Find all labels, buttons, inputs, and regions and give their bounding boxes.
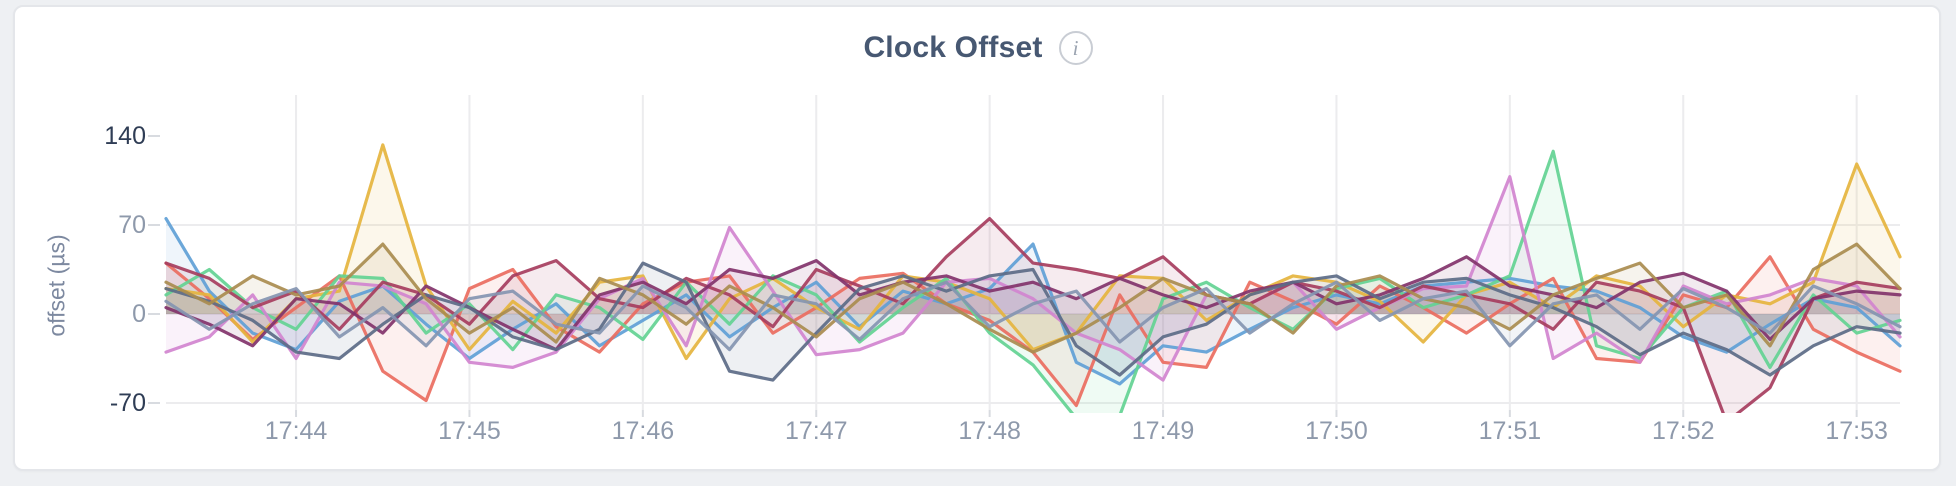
x-tick-label: 17:47 xyxy=(784,417,848,445)
x-tick-label: 17:52 xyxy=(1651,417,1715,445)
series-10-steel-line xyxy=(164,280,1902,352)
x-tick-label: 17:48 xyxy=(958,417,1021,445)
series-5-orchid-line xyxy=(164,175,1902,382)
x-tick-label: 17:51 xyxy=(1478,417,1542,445)
chart-header: Clock Offset i xyxy=(0,26,1956,70)
y-tick-label: 140 xyxy=(104,122,146,150)
y-tick-label: 70 xyxy=(118,211,146,239)
x-tick-label: 17:46 xyxy=(611,417,675,445)
page-title: Clock Offset xyxy=(863,31,1043,64)
series-1-blue-line xyxy=(164,217,1902,386)
y-tick-label: -70 xyxy=(109,389,146,417)
x-tick-label: 17:45 xyxy=(438,417,501,445)
info-icon[interactable]: i xyxy=(1058,31,1093,65)
x-tick-label: 17:49 xyxy=(1131,417,1195,445)
series-9-olive-line xyxy=(164,242,1902,354)
x-tick-label: 17:50 xyxy=(1305,417,1368,445)
chart-card xyxy=(13,5,1941,471)
x-tick-label: 17:44 xyxy=(264,417,328,445)
series-7-plum-line xyxy=(164,255,1902,352)
x-tick-label: 17:53 xyxy=(1825,417,1888,445)
series-3-gold-line xyxy=(164,143,1902,361)
y-tick-label: 0 xyxy=(132,300,146,328)
series-8-slate-line xyxy=(164,261,1902,382)
